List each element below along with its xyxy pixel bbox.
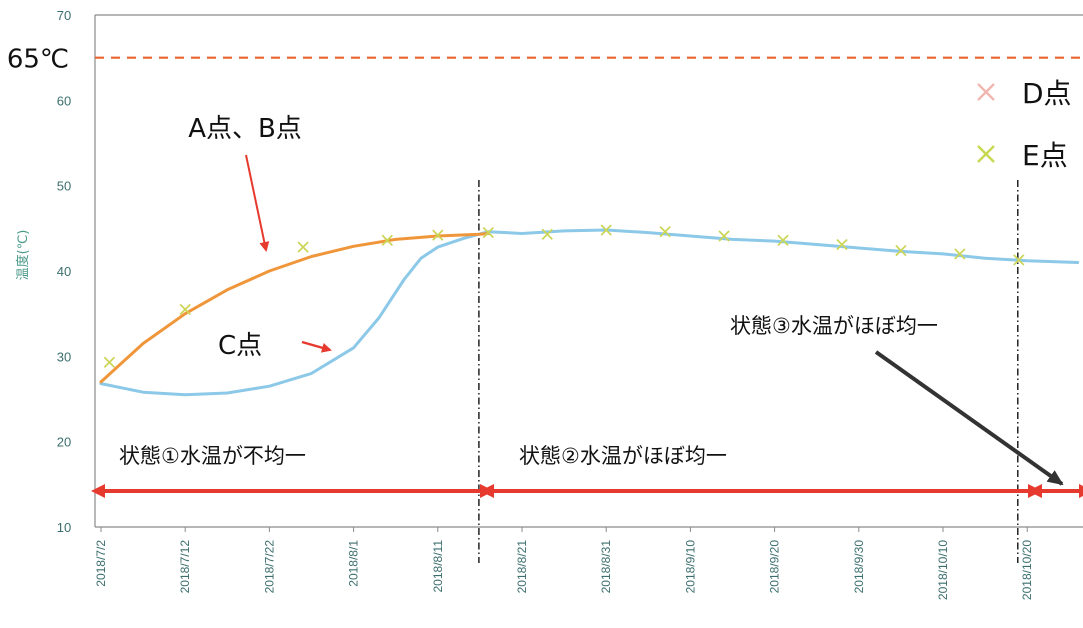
marker-E点-2018/9/21 bbox=[777, 234, 789, 246]
marker-E点-2018/10/12 bbox=[954, 248, 966, 260]
marker-E点-2018/8/5 bbox=[381, 234, 393, 246]
annotation-label-ab: A点、B点 bbox=[188, 114, 302, 144]
x-tick-label-2018/9/30: 2018/9/30 bbox=[852, 540, 866, 594]
legend-label-D点: D点 bbox=[1022, 77, 1072, 110]
state-3-label: 状態③水温がほぼ均一 bbox=[730, 314, 938, 338]
y-tick-label-50: 50 bbox=[57, 179, 71, 194]
annotation-label-c: C点 bbox=[218, 331, 262, 361]
x-tick-label-2018/10/10: 2018/10/10 bbox=[936, 540, 950, 600]
x-tick-label-2018/8/11: 2018/8/11 bbox=[431, 540, 445, 593]
marker-E点-2018/7/3 bbox=[103, 356, 115, 368]
x-tick-label-2018/8/21: 2018/8/21 bbox=[515, 540, 529, 594]
marker-E点-2018/8/24 bbox=[541, 228, 553, 240]
state-1-label: 状態①水温が不均一 bbox=[119, 444, 306, 468]
marker-E点-2018/7/12 bbox=[179, 303, 191, 315]
series-line-C点 bbox=[99, 228, 1080, 397]
marker-E点-2018/8/17 bbox=[482, 227, 494, 239]
annotation-arrow-c bbox=[301, 340, 332, 353]
marker-E点-2018/8/31 bbox=[600, 224, 612, 236]
y-tick-label-70: 70 bbox=[57, 8, 71, 23]
x-tick-label-2018/8/31: 2018/8/31 bbox=[599, 540, 613, 594]
y-axis-label: 温度(℃) bbox=[15, 230, 31, 281]
x-tick-label-2018/8/1: 2018/8/1 bbox=[347, 540, 361, 587]
y-tick-label-60: 60 bbox=[57, 93, 71, 108]
x-tick-label-2018/7/22: 2018/7/22 bbox=[262, 540, 276, 594]
marker-E点-2018/10/5 bbox=[895, 244, 907, 257]
legend-marker-E点 bbox=[977, 145, 995, 163]
x-tick-label-2018/10/20: 2018/10/20 bbox=[1020, 540, 1034, 600]
state-2-label: 状態②水温がほぼ均一 bbox=[519, 444, 727, 468]
y-tick-label-30: 30 bbox=[57, 349, 71, 364]
marker-E点-2018/9/7 bbox=[659, 226, 671, 238]
reference-line-label: 65℃ bbox=[7, 45, 69, 75]
x-tick-label-2018/7/12: 2018/7/12 bbox=[178, 540, 192, 594]
y-tick-label-10: 10 bbox=[57, 520, 71, 535]
x-tick-label-2018/7/2: 2018/7/2 bbox=[94, 540, 108, 587]
state-3-pointer-arrow bbox=[874, 350, 1064, 486]
legend-label-E点: E点 bbox=[1022, 139, 1068, 172]
marker-E点-2018/9/28 bbox=[836, 238, 848, 251]
x-tick-label-2018/9/20: 2018/9/20 bbox=[768, 540, 782, 594]
marker-E点-2018/10/19 bbox=[1013, 254, 1025, 266]
marker-E点-2018/8/11 bbox=[432, 229, 444, 241]
marker-E点-2018/7/26 bbox=[297, 241, 309, 253]
x-tick-label-2018/9/10: 2018/9/10 bbox=[683, 540, 697, 594]
marker-E点-2018/9/14 bbox=[718, 230, 730, 242]
y-tick-label-20: 20 bbox=[57, 435, 71, 450]
series-line-A点、B点 bbox=[99, 232, 490, 384]
y-tick-label-40: 40 bbox=[57, 264, 71, 279]
legend-marker-D点 bbox=[977, 83, 995, 101]
annotation-arrow-ab bbox=[245, 154, 270, 252]
